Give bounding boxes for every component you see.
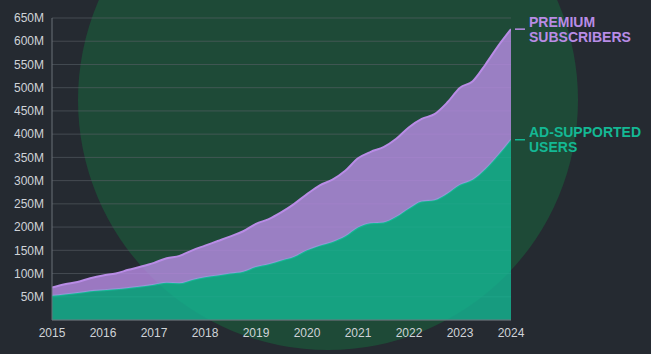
svg-text:PREMIUMSUBSCRIBERS: PREMIUMSUBSCRIBERS <box>529 14 631 45</box>
svg-text:50M: 50M <box>21 290 44 304</box>
svg-text:650M: 650M <box>14 11 44 25</box>
svg-text:400M: 400M <box>14 127 44 141</box>
svg-text:2020: 2020 <box>294 326 321 340</box>
svg-text:2017: 2017 <box>141 326 168 340</box>
svg-text:450M: 450M <box>14 104 44 118</box>
svg-text:100M: 100M <box>14 267 44 281</box>
svg-text:150M: 150M <box>14 244 44 258</box>
svg-text:350M: 350M <box>14 151 44 165</box>
svg-text:2021: 2021 <box>345 326 372 340</box>
svg-text:AD-SUPPORTEDUSERS: AD-SUPPORTEDUSERS <box>529 124 641 155</box>
svg-text:2018: 2018 <box>192 326 219 340</box>
svg-text:2023: 2023 <box>447 326 474 340</box>
svg-text:500M: 500M <box>14 81 44 95</box>
svg-text:600M: 600M <box>14 34 44 48</box>
svg-text:300M: 300M <box>14 174 44 188</box>
svg-text:2022: 2022 <box>396 326 423 340</box>
svg-text:2015: 2015 <box>39 326 66 340</box>
svg-text:2024: 2024 <box>498 326 525 340</box>
svg-text:200M: 200M <box>14 220 44 234</box>
svg-text:550M: 550M <box>14 58 44 72</box>
svg-text:2019: 2019 <box>243 326 270 340</box>
svg-text:250M: 250M <box>14 197 44 211</box>
svg-text:2016: 2016 <box>90 326 117 340</box>
